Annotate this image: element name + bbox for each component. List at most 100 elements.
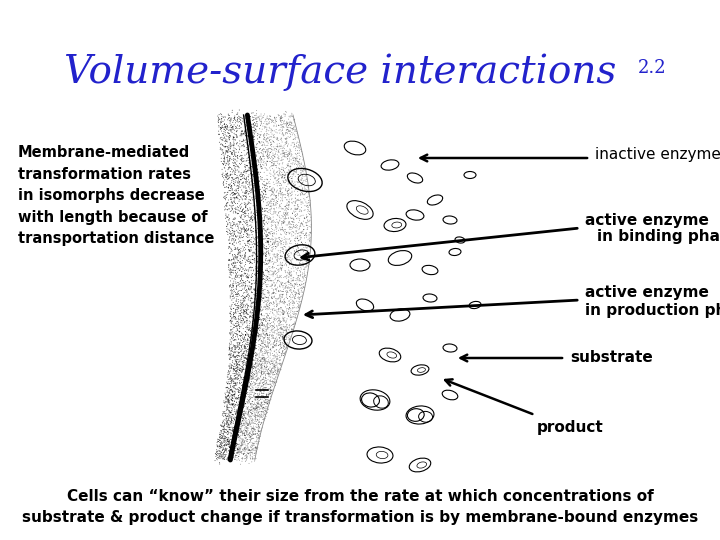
- Point: [250, 416, 261, 424]
- Point: [242, 411, 253, 420]
- Point: [282, 187, 293, 196]
- Point: [246, 212, 257, 221]
- Point: [265, 256, 276, 265]
- Point: [221, 402, 233, 410]
- Point: [228, 447, 239, 455]
- Point: [251, 328, 262, 336]
- Point: [239, 137, 251, 145]
- Point: [246, 185, 258, 193]
- Point: [273, 234, 284, 242]
- Point: [226, 414, 238, 423]
- Point: [258, 353, 269, 362]
- Point: [261, 313, 273, 322]
- Point: [222, 440, 234, 449]
- Point: [288, 221, 300, 230]
- Point: [244, 164, 256, 172]
- Point: [286, 223, 297, 232]
- Point: [266, 357, 277, 366]
- Point: [240, 354, 251, 363]
- Point: [223, 242, 235, 251]
- Point: [251, 165, 263, 173]
- Point: [240, 252, 251, 260]
- Point: [271, 211, 283, 219]
- Point: [268, 178, 279, 186]
- Point: [270, 235, 282, 244]
- Point: [255, 117, 266, 126]
- Point: [266, 140, 277, 149]
- Point: [293, 306, 305, 314]
- Point: [262, 145, 274, 153]
- Point: [222, 391, 234, 400]
- Point: [235, 176, 246, 184]
- Point: [236, 279, 248, 287]
- Point: [230, 358, 242, 367]
- Point: [242, 204, 253, 213]
- Point: [216, 422, 228, 431]
- Point: [251, 386, 262, 394]
- Point: [265, 276, 276, 285]
- Point: [244, 372, 256, 381]
- Point: [275, 190, 287, 199]
- Point: [246, 335, 258, 343]
- Point: [261, 199, 273, 207]
- Point: [241, 403, 253, 411]
- Point: [266, 369, 278, 377]
- Point: [241, 366, 253, 374]
- Point: [267, 364, 279, 373]
- Point: [224, 392, 235, 401]
- Point: [276, 173, 288, 181]
- Point: [222, 416, 234, 425]
- Point: [242, 425, 253, 434]
- Point: [271, 117, 282, 126]
- Point: [251, 375, 263, 383]
- Point: [261, 259, 272, 268]
- Point: [263, 130, 274, 139]
- Point: [269, 314, 281, 323]
- Point: [269, 242, 281, 251]
- Point: [253, 168, 264, 177]
- Point: [236, 157, 248, 165]
- Point: [269, 237, 281, 245]
- Point: [225, 448, 237, 457]
- Point: [224, 394, 235, 402]
- Point: [238, 184, 250, 192]
- Point: [259, 259, 271, 267]
- Point: [273, 241, 284, 249]
- Point: [279, 284, 291, 292]
- Point: [247, 409, 258, 418]
- Point: [228, 310, 240, 319]
- Point: [228, 352, 240, 361]
- Point: [294, 207, 306, 215]
- Point: [260, 303, 271, 312]
- Point: [243, 132, 254, 141]
- Point: [225, 372, 236, 381]
- Point: [297, 239, 308, 248]
- Point: [227, 382, 238, 390]
- Point: [246, 374, 258, 382]
- Point: [257, 382, 269, 390]
- Point: [262, 346, 274, 355]
- Point: [258, 340, 270, 349]
- Point: [225, 325, 237, 334]
- Point: [261, 129, 273, 138]
- Point: [255, 122, 266, 130]
- Point: [256, 354, 267, 362]
- Point: [277, 322, 289, 331]
- Point: [261, 379, 272, 387]
- Point: [222, 153, 233, 162]
- Point: [251, 444, 263, 453]
- Point: [289, 208, 300, 217]
- Point: [238, 128, 250, 137]
- Point: [282, 190, 293, 198]
- Point: [228, 313, 239, 322]
- Point: [222, 423, 234, 432]
- Point: [261, 403, 273, 411]
- Point: [253, 408, 264, 416]
- Point: [274, 300, 285, 308]
- Point: [243, 171, 255, 179]
- Point: [234, 192, 246, 200]
- Point: [269, 239, 280, 247]
- Point: [274, 353, 286, 361]
- Point: [233, 264, 244, 273]
- Point: [274, 345, 285, 354]
